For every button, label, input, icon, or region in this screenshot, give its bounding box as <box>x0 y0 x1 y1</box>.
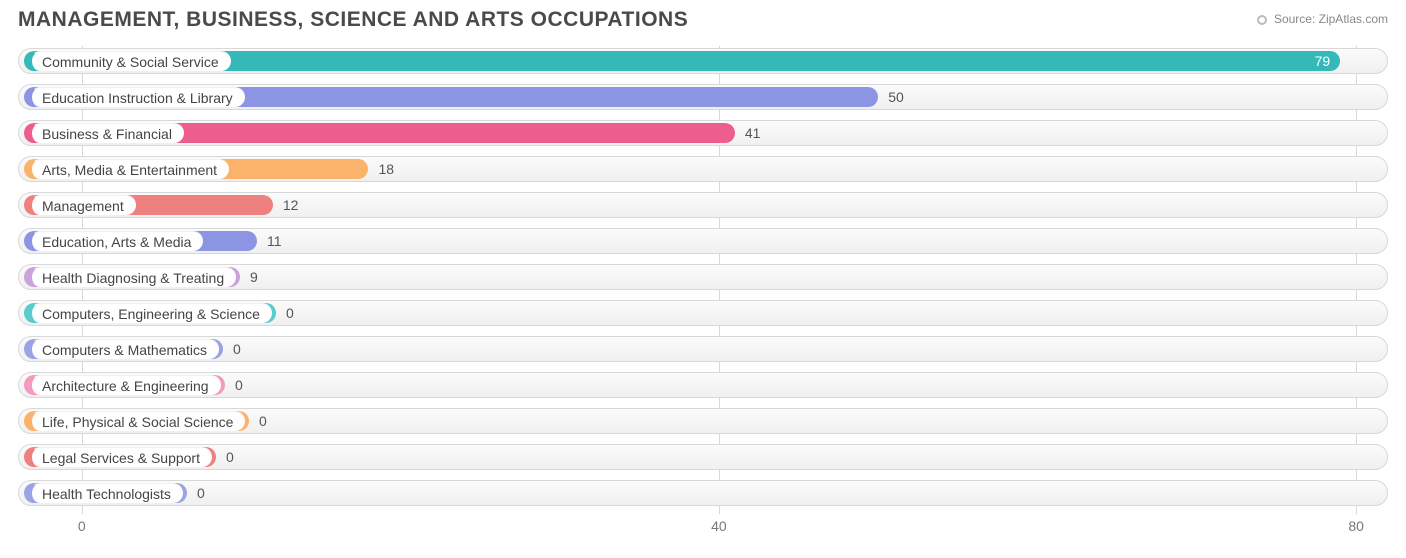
value-label: 11 <box>267 226 282 256</box>
bar-track <box>18 444 1388 470</box>
chart-row: Education, Arts & Media 11 <box>18 226 1388 256</box>
chart-row: Health Diagnosing & Treating 9 <box>18 262 1388 292</box>
chart-row: Management 12 <box>18 190 1388 220</box>
value-label: 0 <box>286 298 294 328</box>
category-label: Health Diagnosing & Treating <box>30 267 236 287</box>
bar-chart: Community & Social Service 79 Education In… <box>0 36 1406 548</box>
value-label: 50 <box>888 82 904 112</box>
chart-row: Arts, Media & Entertainment 18 <box>18 154 1388 184</box>
chart-row: Health Technologists 0 <box>18 478 1388 508</box>
x-axis: 0 40 80 <box>18 518 1388 548</box>
chart-row: Life, Physical & Social Science 0 <box>18 406 1388 436</box>
value-label: 0 <box>233 334 241 364</box>
value-label: 0 <box>259 406 267 436</box>
value-label: 41 <box>745 118 761 148</box>
value-label: 12 <box>283 190 299 220</box>
chart-row: Legal Services & Support 0 <box>18 442 1388 472</box>
category-label: Arts, Media & Entertainment <box>30 159 229 179</box>
source-name: ZipAtlas.com <box>1319 12 1388 26</box>
plot-area: Community & Social Service 79 Education In… <box>18 46 1388 514</box>
axis-tick: 80 <box>1348 518 1364 534</box>
category-label: Community & Social Service <box>30 51 231 71</box>
axis-tick: 40 <box>711 518 727 534</box>
chart-row: Architecture & Engineering 0 <box>18 370 1388 400</box>
category-label: Management <box>30 195 136 215</box>
category-label: Legal Services & Support <box>30 447 212 467</box>
chart-row: Community & Social Service 79 <box>18 46 1388 76</box>
chart-header: MANAGEMENT, BUSINESS, SCIENCE AND ARTS O… <box>0 0 1406 36</box>
bar-track <box>18 336 1388 362</box>
value-label: 79 <box>1315 46 1331 76</box>
axis-tick: 0 <box>78 518 86 534</box>
category-label: Health Technologists <box>30 483 183 503</box>
source-attribution: Source: ZipAtlas.com <box>1257 8 1388 26</box>
value-label: 0 <box>197 478 205 508</box>
value-label: 18 <box>378 154 394 184</box>
value-label: 0 <box>235 370 243 400</box>
category-label: Education, Arts & Media <box>30 231 203 251</box>
chart-row: Computers, Engineering & Science 0 <box>18 298 1388 328</box>
value-label: 9 <box>250 262 258 292</box>
bar-track <box>18 480 1388 506</box>
category-label: Computers & Mathematics <box>30 339 219 359</box>
chart-title: MANAGEMENT, BUSINESS, SCIENCE AND ARTS O… <box>18 8 688 32</box>
category-label: Architecture & Engineering <box>30 375 221 395</box>
category-label: Computers, Engineering & Science <box>30 303 272 323</box>
chart-row: Education Instruction & Library 50 <box>18 82 1388 112</box>
value-label: 0 <box>226 442 234 472</box>
source-icon <box>1257 15 1267 25</box>
category-label: Education Instruction & Library <box>30 87 245 107</box>
chart-row: Business & Financial 41 <box>18 118 1388 148</box>
category-label: Business & Financial <box>30 123 184 143</box>
source-label: Source: <box>1274 12 1315 26</box>
chart-row: Computers & Mathematics 0 <box>18 334 1388 364</box>
category-label: Life, Physical & Social Science <box>30 411 245 431</box>
